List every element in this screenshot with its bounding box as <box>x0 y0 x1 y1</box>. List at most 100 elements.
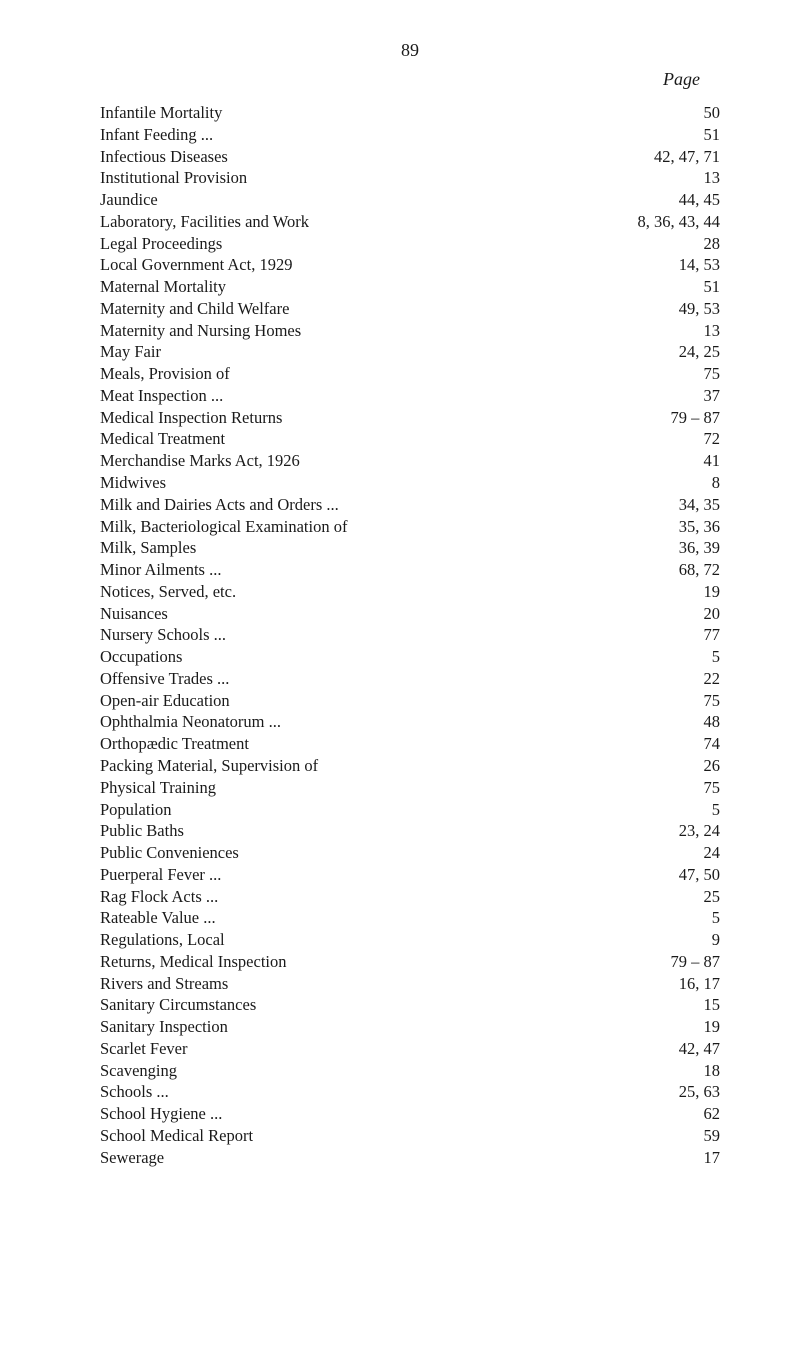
index-pages: 8 <box>640 472 720 494</box>
index-title: Medical Treatment <box>100 428 225 450</box>
index-title: Rivers and Streams <box>100 973 228 995</box>
index-row: Notices, Served, etc. 19 <box>100 581 720 603</box>
index-title: Milk, Samples <box>100 537 196 559</box>
index-title: Medical Inspection Returns <box>100 407 282 429</box>
index-row: Offensive Trades ...22 <box>100 668 720 690</box>
index-title: Laboratory, Facilities and Work <box>100 211 309 233</box>
index-row: Puerperal Fever ... 47, 50 <box>100 864 720 886</box>
index-pages: 5 <box>640 646 720 668</box>
index-pages: 79 – 87 <box>640 951 720 973</box>
index-row: School Hygiene ... 62 <box>100 1103 720 1125</box>
index-row: Scarlet Fever 42, 47 <box>100 1038 720 1060</box>
index-row: Midwives 8 <box>100 472 720 494</box>
index-title: Minor Ailments ... <box>100 559 221 581</box>
index-title: Maternity and Nursing Homes <box>100 320 301 342</box>
index-title: Puerperal Fever ... <box>100 864 221 886</box>
index-title: Legal Proceedings <box>100 233 222 255</box>
index-title: School Hygiene ... <box>100 1103 222 1125</box>
index-row: Packing Material, Supervision of26 <box>100 755 720 777</box>
index-pages: 28 <box>640 233 720 255</box>
index-title: Population <box>100 799 172 821</box>
index-title: Occupations <box>100 646 182 668</box>
index-row: Open-air Education75 <box>100 690 720 712</box>
index-title: Maternal Mortality <box>100 276 226 298</box>
index-row: Medical Treatment 72 <box>100 428 720 450</box>
index-row: Meals, Provision of75 <box>100 363 720 385</box>
index-pages: 36, 39 <box>640 537 720 559</box>
index-row: Laboratory, Facilities and Work 8, 36, 43… <box>100 211 720 233</box>
index-title: Milk and Dairies Acts and Orders ... <box>100 494 339 516</box>
index-pages: 44, 45 <box>640 189 720 211</box>
index-row: Jaundice44, 45 <box>100 189 720 211</box>
index-pages: 50 <box>640 102 720 124</box>
index-row: Milk, Samples 36, 39 <box>100 537 720 559</box>
index-pages: 42, 47, 71 <box>640 146 720 168</box>
index-title: Infantile Mortality <box>100 102 222 124</box>
index-pages: 25, 63 <box>640 1081 720 1103</box>
index-row: Schools ... 25, 63 <box>100 1081 720 1103</box>
index-pages: 13 <box>640 320 720 342</box>
index-pages: 23, 24 <box>640 820 720 842</box>
index-pages: 47, 50 <box>640 864 720 886</box>
index-row: Maternity and Child Welfare 49, 53 <box>100 298 720 320</box>
index-row: Milk, Bacteriological Examination of35, … <box>100 516 720 538</box>
index-row: Physical Training75 <box>100 777 720 799</box>
index-pages: 9 <box>640 929 720 951</box>
index-pages: 51 <box>640 276 720 298</box>
index-pages: 16, 17 <box>640 973 720 995</box>
index-row: Scavenging18 <box>100 1060 720 1082</box>
index-row: Public Baths 23, 24 <box>100 820 720 842</box>
index-row: Rag Flock Acts ...25 <box>100 886 720 908</box>
index-title: Public Conveniences <box>100 842 239 864</box>
index-row: Public Conveniences 24 <box>100 842 720 864</box>
index-title: Meat Inspection ... <box>100 385 223 407</box>
index-pages: 75 <box>640 690 720 712</box>
index-pages: 77 <box>640 624 720 646</box>
index-title: Rateable Value ... <box>100 907 216 929</box>
index-row: Population5 <box>100 799 720 821</box>
index-title: May Fair <box>100 341 161 363</box>
index-row: Merchandise Marks Act, 192641 <box>100 450 720 472</box>
index-pages: 5 <box>640 907 720 929</box>
index-pages: 24 <box>640 842 720 864</box>
index-row: School Medical Report 59 <box>100 1125 720 1147</box>
index-row: Legal Proceedings 28 <box>100 233 720 255</box>
index-row: Ophthalmia Neonatorum ... 48 <box>100 711 720 733</box>
index-title: Returns, Medical Inspection <box>100 951 287 973</box>
index-row: Medical Inspection Returns79 – 87 <box>100 407 720 429</box>
index-title: Milk, Bacteriological Examination of <box>100 516 347 538</box>
index-pages: 74 <box>640 733 720 755</box>
index-row: Local Government Act, 192914, 53 <box>100 254 720 276</box>
index-title: Sanitary Circumstances <box>100 994 256 1016</box>
index-pages: 8, 36, 43, 44 <box>638 211 721 233</box>
index-pages: 48 <box>640 711 720 733</box>
index-row: Sewerage17 <box>100 1147 720 1169</box>
index-row: Maternity and Nursing Homes 13 <box>100 320 720 342</box>
index-pages: 22 <box>640 668 720 690</box>
index-title: Sewerage <box>100 1147 164 1169</box>
page-number: 89 <box>100 40 720 61</box>
index-pages: 62 <box>640 1103 720 1125</box>
index-title: Maternity and Child Welfare <box>100 298 289 320</box>
index-title: Infant Feeding ... <box>100 124 213 146</box>
index-pages: 72 <box>640 428 720 450</box>
index-title: Ophthalmia Neonatorum ... <box>100 711 281 733</box>
index-title: Orthopædic Treatment <box>100 733 249 755</box>
index-pages: 59 <box>640 1125 720 1147</box>
index-row: Infant Feeding ...51 <box>100 124 720 146</box>
index-title: Midwives <box>100 472 166 494</box>
index-pages: 19 <box>640 581 720 603</box>
index-title: Notices, Served, etc. <box>100 581 236 603</box>
index-pages: 42, 47 <box>640 1038 720 1060</box>
index-row: Institutional Provision13 <box>100 167 720 189</box>
index-pages: 18 <box>640 1060 720 1082</box>
index-title: Scarlet Fever <box>100 1038 188 1060</box>
index-pages: 49, 53 <box>640 298 720 320</box>
index-title: Regulations, Local <box>100 929 225 951</box>
index-title: School Medical Report <box>100 1125 253 1147</box>
index-row: Orthopædic Treatment 74 <box>100 733 720 755</box>
index-title: Schools ... <box>100 1081 169 1103</box>
index-title: Local Government Act, 1929 <box>100 254 292 276</box>
index-title: Public Baths <box>100 820 184 842</box>
index-row: Sanitary Inspection19 <box>100 1016 720 1038</box>
